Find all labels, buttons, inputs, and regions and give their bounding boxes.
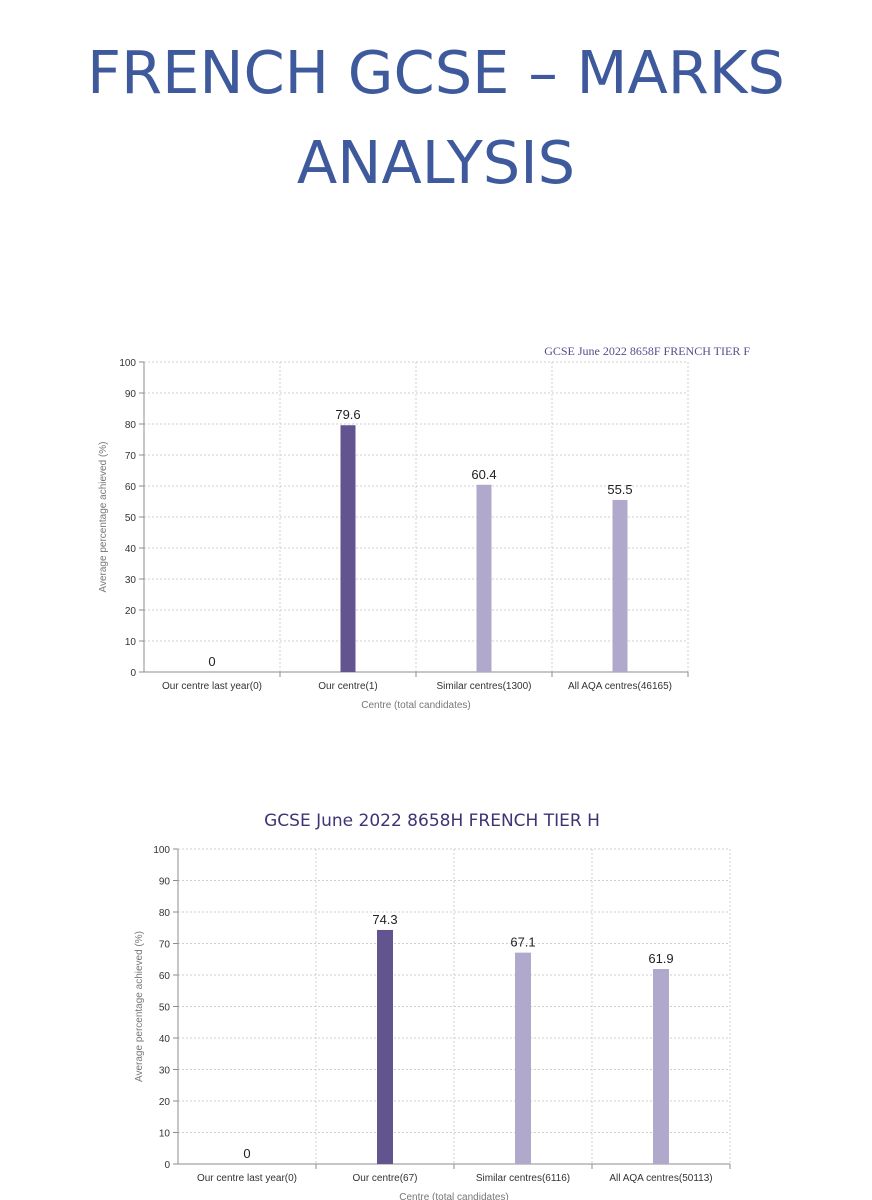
page-title: FRENCH GCSE – MARKS ANALYSIS [87,38,785,197]
chart-title: GCSE June 2022 8658H FRENCH TIER H [264,811,600,831]
bar [653,969,669,1164]
y-tick-label: 20 [159,1097,171,1108]
x-category-label: All AQA centres(50113) [609,1173,712,1184]
y-tick-label: 0 [164,1160,170,1171]
y-tick-label: 50 [125,513,137,524]
y-tick-label: 10 [125,637,137,648]
y-axis-label: Average percentage achieved (%) [134,931,145,1082]
x-category-label: All AQA centres(46165) [568,681,672,692]
x-category-label: Our centre last year(0) [162,681,262,692]
y-tick-label: 40 [125,544,137,555]
x-category-label: Similar centres(1300) [436,681,531,692]
data-label: 0 [243,1146,250,1161]
y-tick-label: 70 [125,451,137,462]
x-category-label: Our centre(1) [318,681,377,692]
bar [377,929,393,1164]
chart-tier-f: GCSE June 2022 8658F FRENCH TIER F 0 10 20 3… [98,344,750,711]
y-axis-label: Average percentage achieved (%) [98,441,109,592]
x-category-label: Similar centres(6116) [476,1173,570,1184]
y-tick-label: 90 [125,389,137,400]
x-category-label: Our centre(67) [352,1173,417,1184]
data-label: 55.5 [607,482,632,497]
y-tick-label: 50 [159,1003,171,1014]
y-tick-label: 60 [125,482,137,493]
bar [515,952,531,1164]
y-tick-label: 100 [153,845,170,856]
data-label: 60.4 [471,467,496,482]
y-tick-label: 20 [125,606,137,617]
y-tick-label: 80 [159,908,171,919]
y-tick-label: 60 [159,971,171,982]
bar [476,484,492,672]
x-axis-label: Centre (total candidates) [399,1192,509,1200]
y-tick-label: 0 [130,668,136,679]
x-category-label: Our centre last year(0) [197,1173,297,1184]
y-tick-label: 70 [159,940,171,951]
data-label: 79.6 [335,407,360,422]
chart-tier-h: GCSE June 2022 8658H FRENCH TIER H 0 10 20 3… [134,811,731,1200]
data-label: 74.3 [372,912,397,927]
y-tick-label: 10 [159,1129,171,1140]
data-label: 0 [208,654,215,669]
chart-title: GCSE June 2022 8658F FRENCH TIER F [544,344,750,358]
y-tick-label: 30 [125,575,137,586]
y-tick-label: 100 [119,358,136,369]
bar [612,499,628,672]
data-label: 61.9 [648,951,673,966]
y-tick-label: 40 [159,1034,171,1045]
y-tick-label: 90 [159,877,171,888]
x-axis-label: Centre (total candidates) [361,700,471,711]
data-label: 67.1 [510,935,535,950]
y-tick-label: 30 [159,1066,171,1077]
y-tick-label: 80 [125,420,137,431]
bar [340,425,356,672]
